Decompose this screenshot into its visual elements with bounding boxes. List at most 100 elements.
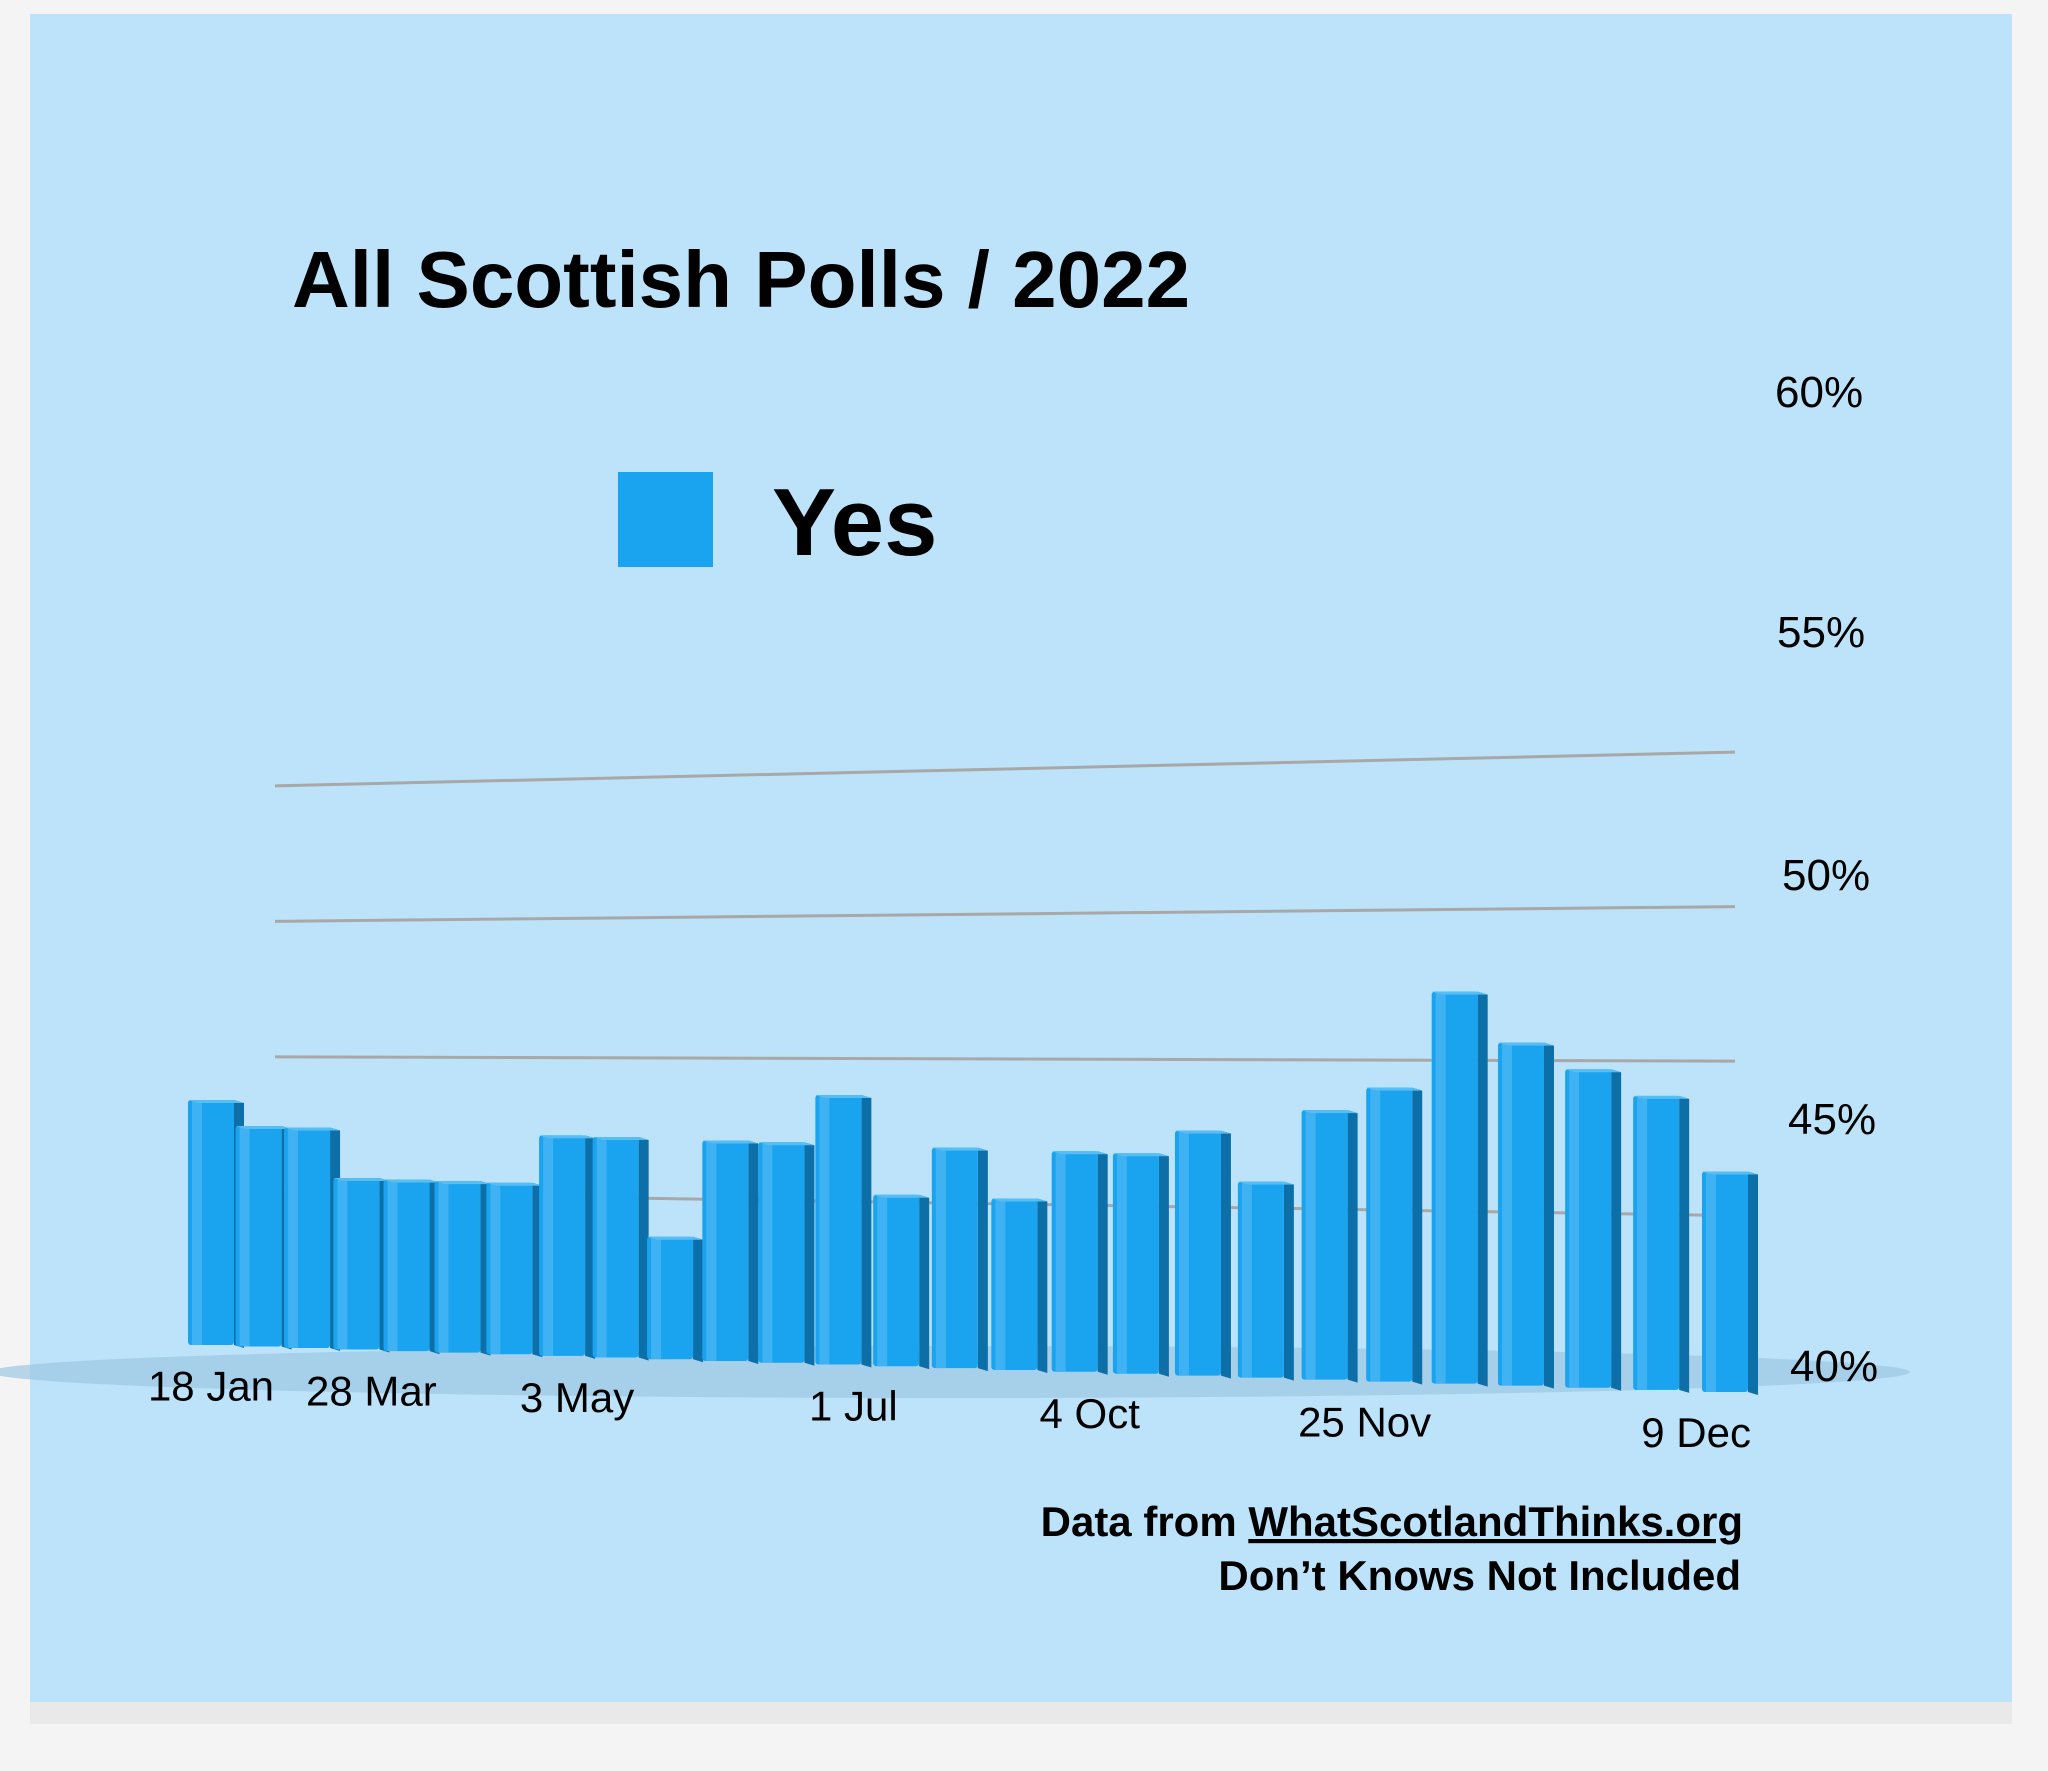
bar-side (1347, 1110, 1358, 1383)
bar-highlight (1055, 1151, 1066, 1372)
y-tick-label: 40% (1790, 1342, 1878, 1391)
bar-10 (702, 1140, 759, 1364)
bar-top (1112, 1153, 1169, 1157)
bar-side (919, 1194, 930, 1370)
bar-top (539, 1135, 596, 1139)
bar-highlight (387, 1179, 398, 1352)
bar-highlight (596, 1137, 607, 1358)
bar-top (1431, 991, 1488, 995)
bar-top (1051, 1151, 1108, 1155)
bar-side (977, 1147, 988, 1372)
x-tick-label: 4 Oct (1040, 1390, 1141, 1437)
card-shadow (30, 1702, 2012, 1724)
x-tick-label: 18 Jan (148, 1363, 274, 1410)
bar-0 (188, 1100, 244, 1348)
y-tick-label: 45% (1788, 1095, 1876, 1144)
bar-17 (1112, 1153, 1169, 1377)
bar-23 (1497, 1042, 1554, 1389)
bar-top (383, 1179, 440, 1183)
x-tick-label: 3 May (520, 1374, 634, 1421)
bar-highlight (1706, 1171, 1716, 1392)
bar-8 (592, 1137, 649, 1361)
bar-highlight (651, 1236, 662, 1360)
bar-highlight (706, 1140, 717, 1361)
y-tick-label: 50% (1782, 851, 1870, 900)
bar-top (434, 1181, 491, 1185)
bar-top (284, 1127, 341, 1131)
legend-swatch (618, 472, 713, 567)
bar-25 (1633, 1095, 1690, 1393)
bar-side (1037, 1198, 1048, 1373)
chart-background (30, 14, 2012, 1702)
bar-highlight (1435, 991, 1446, 1384)
y-axis-ticks: 60% 55% 50% 45% 40% (1775, 368, 1878, 1391)
bar-11 (758, 1142, 815, 1366)
bar-20 (1301, 1110, 1358, 1383)
bar-side (1220, 1130, 1231, 1379)
x-tick-label: 25 Nov (1298, 1399, 1431, 1446)
bar-highlight (762, 1142, 773, 1363)
legend-label: Yes (772, 469, 938, 576)
bar-highlight (1637, 1095, 1648, 1390)
bar-6 (486, 1182, 543, 1358)
bar-highlight (995, 1198, 1006, 1370)
gridline-60 (274, 750, 1736, 788)
bar-top (873, 1194, 930, 1198)
bar-side (1748, 1171, 1758, 1395)
chart-title: All Scottish Polls / 2022 (292, 235, 1190, 324)
bar-3 (333, 1178, 390, 1353)
bar-5 (434, 1181, 491, 1356)
bar-side (804, 1142, 815, 1366)
bar-side (748, 1140, 759, 1364)
footnote-source: Data from WhatScotlandThinks.org (1041, 1498, 1743, 1545)
bar-highlight (192, 1100, 202, 1345)
bar-highlight (490, 1182, 501, 1355)
bar-24 (1565, 1069, 1622, 1391)
bar-1 (235, 1125, 292, 1350)
bar-highlight (438, 1181, 449, 1353)
x-tick-label: 9 Dec (1641, 1409, 1751, 1456)
bar-highlight (1370, 1087, 1381, 1382)
bar-2 (284, 1127, 341, 1351)
bar-top (1174, 1130, 1231, 1134)
bar-7 (539, 1135, 596, 1359)
bar-13 (873, 1194, 930, 1370)
bar-16 (1051, 1151, 1108, 1375)
footnote-source-link[interactable]: WhatScotlandThinks.org (1248, 1498, 1743, 1545)
bar-highlight (239, 1125, 250, 1347)
bar-top (647, 1236, 704, 1240)
bar-12 (815, 1094, 872, 1368)
bar-15 (991, 1198, 1048, 1373)
bar-top (1702, 1171, 1758, 1175)
bar-highlight (543, 1135, 554, 1356)
bar-top (1237, 1181, 1294, 1185)
x-tick-label: 28 Mar (306, 1368, 437, 1415)
bar-side (1543, 1042, 1554, 1389)
bar-highlight (1569, 1069, 1580, 1388)
bar-19 (1237, 1181, 1294, 1381)
bar-top (1301, 1110, 1358, 1114)
bar-highlight (337, 1178, 348, 1350)
bar-side (1097, 1151, 1108, 1375)
bar-top (592, 1137, 649, 1141)
bar-side (1679, 1095, 1690, 1393)
bars (188, 991, 1758, 1395)
bar-highlight (819, 1094, 830, 1365)
x-tick-label: 1 Jul (809, 1383, 898, 1430)
bar-top (1497, 1042, 1554, 1046)
footnote-source-prefix: Data from (1041, 1498, 1249, 1545)
bar-top (486, 1182, 543, 1186)
bar-highlight (935, 1147, 946, 1369)
bar-side (1158, 1153, 1169, 1377)
bar-highlight (877, 1194, 888, 1367)
bar-22 (1431, 991, 1488, 1387)
bar-side (585, 1135, 596, 1359)
x-axis-ticks: 18 Jan 28 Mar 3 May 1 Jul 4 Oct 25 Nov 9 Dec (148, 1363, 1751, 1456)
bar-14 (931, 1147, 988, 1372)
bar-top (1633, 1095, 1690, 1099)
bar-top (991, 1198, 1048, 1202)
bar-side (1283, 1181, 1294, 1381)
y-tick-label: 60% (1775, 368, 1863, 417)
